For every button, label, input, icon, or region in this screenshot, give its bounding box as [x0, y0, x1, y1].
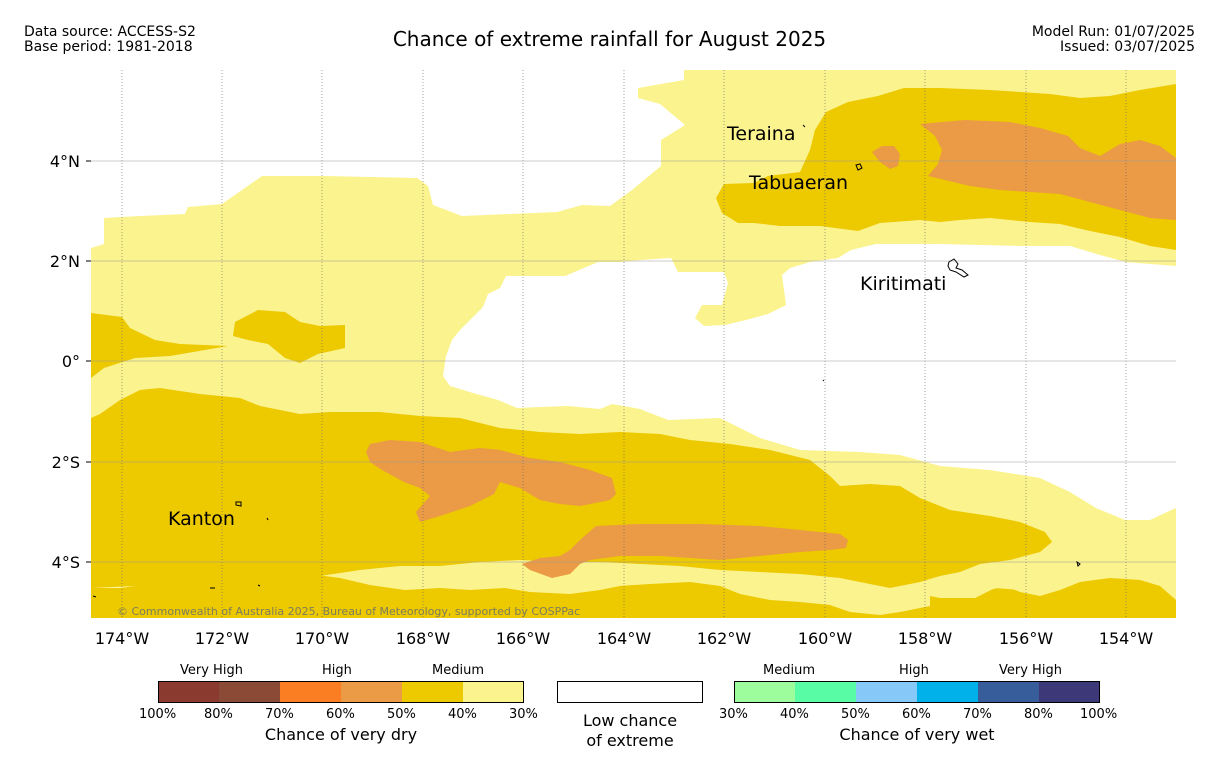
legend-wet-group-medium: Medium — [763, 663, 815, 678]
legend-wet-swatch-40-50 — [795, 681, 856, 703]
copyright-text: © Commonwealth of Australia 2025, Bureau… — [117, 605, 580, 618]
place-label-tabuaeran: Tabuaeran — [748, 172, 848, 194]
legend-wet-swatch-50-60 — [856, 681, 917, 703]
legend-dry-tick-80: 80% — [204, 707, 233, 722]
lat-label-0: 0° — [62, 352, 80, 371]
legend-wet-tick-50: 50% — [841, 707, 870, 722]
legend-dry-swatch-40-30 — [463, 681, 524, 703]
legend-wet-swatch-30-40 — [734, 681, 795, 703]
legend-low-line1: Low chance — [582, 711, 678, 730]
legend-dry-swatch-50-40 — [402, 681, 463, 703]
legend-wet-tick-80: 80% — [1024, 707, 1053, 722]
lon-label-154w: 154°W — [1099, 629, 1154, 648]
legend-dry-tick-30: 30% — [509, 707, 538, 722]
issued-text: Issued: 03/07/2025 — [1060, 39, 1195, 55]
legend-dry-tick-100: 100% — [139, 707, 177, 722]
lon-label-166w: 166°W — [496, 629, 551, 648]
longitude-gridlines — [121, 70, 1127, 618]
place-label-kiritimati: Kiritimati — [860, 273, 946, 295]
legend-wet-group-high: High — [899, 663, 929, 678]
axis-ticks — [86, 160, 91, 563]
legend-dry-swatch-60-50 — [341, 681, 402, 703]
legend-wet-swatch-70-80 — [978, 681, 1039, 703]
legend-dry-colorbar — [158, 681, 524, 703]
legend-wet-tick-70: 70% — [963, 707, 992, 722]
place-label-teraina: Teraina — [726, 123, 796, 145]
place-label-kanton: Kanton — [168, 508, 235, 530]
base-period-text: Base period: 1981-2018 — [24, 39, 193, 55]
island-outlines — [92, 124, 1081, 598]
legend-dry-swatch-70-60 — [280, 681, 341, 703]
legend-wet-swatch-80-100 — [1039, 681, 1100, 703]
lat-label-2s: 2°S — [52, 453, 80, 472]
lon-label-162w: 162°W — [697, 629, 752, 648]
legend-dry-group-high: High — [322, 663, 352, 678]
legend-dry-swatch-100-80 — [158, 681, 219, 703]
latitude-gridlines — [91, 160, 1176, 563]
lon-label-156w: 156°W — [999, 629, 1054, 648]
header-right: Model Run: 01/07/2025 Issued: 03/07/2025 — [1032, 25, 1195, 55]
lon-label-160w: 160°W — [798, 629, 853, 648]
legend-dry-caption: Chance of very dry — [264, 725, 418, 744]
legend-wet-tick-30: 30% — [719, 707, 748, 722]
legend-dry-tick-50: 50% — [387, 707, 416, 722]
legend-dry-swatch-80-70 — [219, 681, 280, 703]
data-source-text: Data source: ACCESS-S2 — [24, 24, 196, 40]
dry-medium-region-north — [716, 84, 1176, 250]
model-run-text: Model Run: 01/07/2025 — [1031, 24, 1195, 40]
lon-label-170w: 170°W — [295, 629, 350, 648]
lat-label-4n: 4°N — [50, 152, 80, 171]
lon-label-174w: 174°W — [95, 629, 150, 648]
legend-dry-tick-60: 60% — [326, 707, 355, 722]
legend-low-chance-caption: Low chance of extreme — [557, 711, 703, 751]
legend-wet-caption: Chance of very wet — [839, 725, 995, 744]
lat-label-4s: 4°S — [52, 553, 80, 572]
legend-dry-group-medium: Medium — [432, 663, 484, 678]
legend-dry-tick-70: 70% — [265, 707, 294, 722]
legend-wet-swatch-60-70 — [917, 681, 978, 703]
lon-label-172w: 172°W — [195, 629, 250, 648]
legend-wet-colorbar — [734, 681, 1100, 703]
lon-label-158w: 158°W — [898, 629, 953, 648]
legend-low-line2: of extreme — [586, 731, 674, 750]
dry-medium-region-south — [91, 310, 1176, 618]
map-title: Chance of extreme rainfall for August 20… — [392, 27, 827, 51]
legend-dry-group-very-high: Very High — [180, 663, 243, 678]
lon-label-164w: 164°W — [597, 629, 652, 648]
header-left: Data source: ACCESS-S2 Base period: 1981… — [24, 25, 196, 55]
legend-wet-tick-40: 40% — [780, 707, 809, 722]
lon-label-168w: 168°W — [396, 629, 451, 648]
legend-wet-tick-100: 100% — [1080, 707, 1118, 722]
legend-wet-group-very-high: Very High — [999, 663, 1062, 678]
legend-wet-tick-60: 60% — [902, 707, 931, 722]
lat-label-2n: 2°N — [50, 252, 80, 271]
legend-low-chance-swatch — [557, 681, 703, 703]
legend-dry-tick-40: 40% — [448, 707, 477, 722]
